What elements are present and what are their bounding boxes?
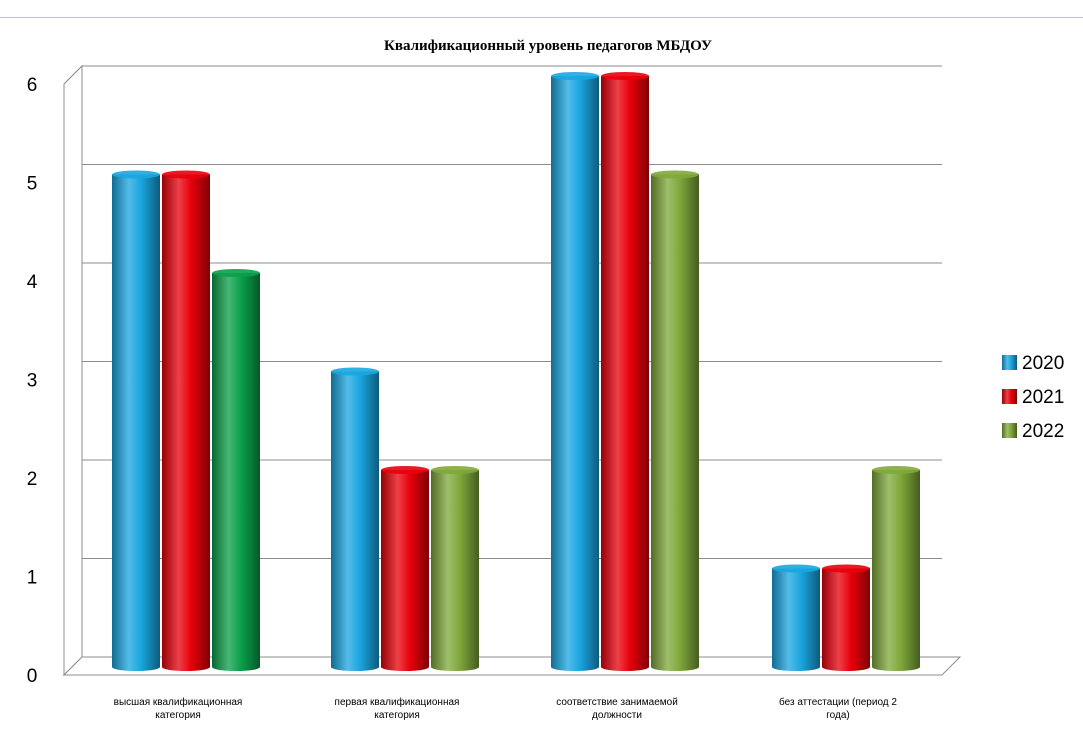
bar-2022-2: [651, 170, 699, 671]
legend-swatch: [1002, 355, 1017, 370]
bars: [112, 72, 920, 671]
chart-title: Квалификационный уровень педагогов МБДОУ: [384, 38, 712, 54]
bar-2021-1: [381, 466, 429, 671]
legend-item-2022: 2022: [1002, 421, 1064, 442]
side-wall: [63, 64, 83, 677]
floor: [62, 656, 962, 676]
x-tick-label: высшая квалификационная категория: [114, 696, 243, 721]
legend-swatch: [1002, 423, 1017, 438]
x-tick-label: без аттестации (период 2 года): [779, 696, 897, 721]
bar-2022-1: [431, 466, 479, 671]
bar-2022-3: [872, 466, 920, 671]
bar-2020-1: [331, 367, 379, 671]
bar-2020-3: [772, 564, 820, 671]
y-tick-label: 2: [27, 469, 38, 490]
x-tick-label: первая квалификационная категория: [335, 696, 460, 721]
y-tick-label: 6: [27, 75, 38, 96]
legend-item-2021: 2021: [1002, 387, 1064, 408]
legend-item-2020: 2020: [1002, 353, 1064, 374]
x-tick-label: соответствие занимаемой должности: [556, 697, 678, 721]
axes: 0 1 2 3 4 5 6: [27, 64, 962, 687]
legend-swatch: [1002, 389, 1017, 404]
legend-label: 2022: [1022, 421, 1064, 442]
y-tick-label: 3: [27, 371, 38, 392]
legend-label: 2021: [1022, 387, 1064, 408]
y-tick-label: 4: [27, 272, 38, 293]
y-tick-label: 1: [27, 568, 38, 589]
category-labels: высшая квалификационная категория первая к…: [114, 696, 898, 721]
y-tick-label: 0: [27, 666, 38, 687]
bar-2021-0: [162, 170, 210, 671]
bar-2021-3: [822, 564, 870, 671]
legend: 2020 2021 2022: [1002, 353, 1064, 442]
bar-2020-0: [112, 170, 160, 671]
bar-2021-2: [601, 72, 649, 671]
bar-2020-2: [551, 72, 599, 671]
bar-2022-0: [212, 269, 260, 671]
y-tick-label: 5: [27, 174, 38, 195]
top-divider: [0, 17, 1083, 18]
legend-label: 2020: [1022, 353, 1064, 374]
